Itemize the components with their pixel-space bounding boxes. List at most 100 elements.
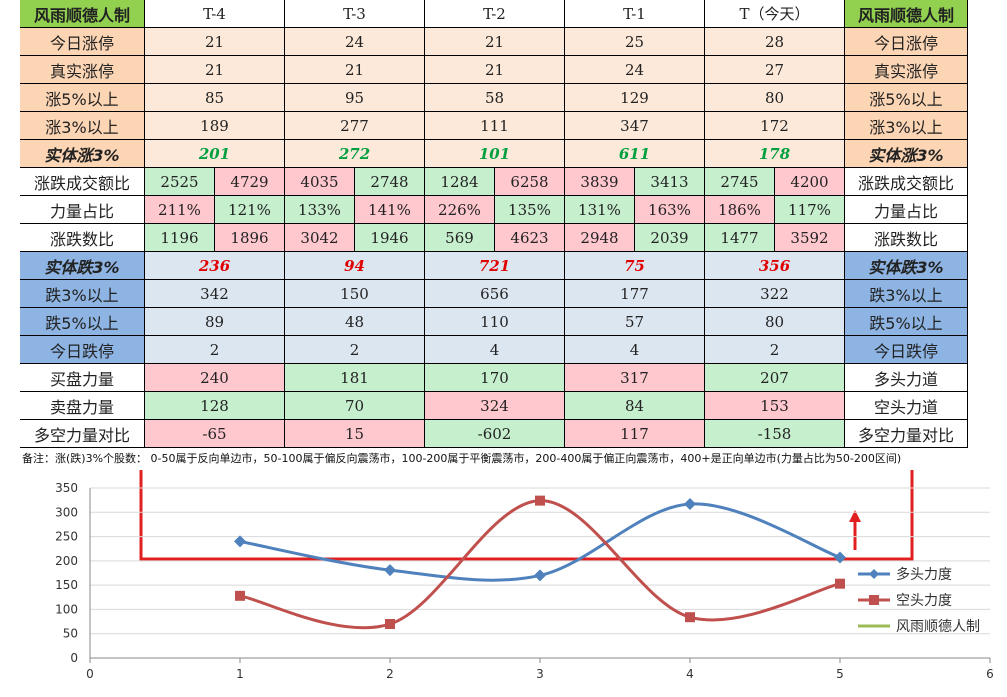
cell: 空头力道 xyxy=(845,392,968,420)
cell: 21 xyxy=(425,28,565,56)
y-tick-label: 0 xyxy=(70,651,78,665)
cell: 170 xyxy=(425,364,565,392)
cell: 卖盘力量 xyxy=(20,392,145,420)
cell: 4623 xyxy=(495,224,565,252)
cell: 178 xyxy=(705,140,845,168)
cell: 21 xyxy=(145,28,285,56)
cell: -602 xyxy=(425,420,565,448)
cell: T-3 xyxy=(285,0,425,28)
x-tick-label: 3 xyxy=(536,667,544,681)
cell: 721 xyxy=(425,252,565,280)
cell: 3413 xyxy=(635,168,705,196)
cell: T（今天） xyxy=(705,0,845,28)
x-tick-label: 5 xyxy=(836,667,844,681)
cell: 3042 xyxy=(285,224,355,252)
cell: 多头力道 xyxy=(845,364,968,392)
chart: 0 50 100 150 200 250 300 350 0 1 2 3 4 5 6 多头力度空头力度风雨顺德… xyxy=(55,470,994,681)
cell: 89 xyxy=(145,308,285,336)
cell: 2 xyxy=(145,336,285,364)
cell: 131% xyxy=(565,196,635,224)
cell: 27 xyxy=(705,56,845,84)
cell: 24 xyxy=(285,28,425,56)
cell: 129 xyxy=(565,84,705,112)
cell: 163% xyxy=(635,196,705,224)
cell: 实体跌3% xyxy=(20,252,145,280)
table: 风雨顺德人制 T-4 T-3 T-2 T-1 T（今天） 风雨顺德人制 今日涨停 21 24 21 2… xyxy=(20,0,968,448)
x-tick-label: 2 xyxy=(386,667,394,681)
cell: 84 xyxy=(565,392,705,420)
marker xyxy=(685,612,695,623)
y-tick-label: 350 xyxy=(55,481,78,495)
cell: 1284 xyxy=(425,168,495,196)
cell: 风雨顺德人制 xyxy=(845,0,968,28)
y-tick-label: 300 xyxy=(55,505,78,519)
cell: 实体涨3% xyxy=(20,140,145,168)
cell: 6258 xyxy=(495,168,565,196)
cell: 涨跌数比 xyxy=(20,224,145,252)
cell: 2948 xyxy=(565,224,635,252)
cell: 211% xyxy=(145,196,215,224)
cell: -65 xyxy=(145,420,285,448)
cell: 117 xyxy=(565,420,705,448)
cell: 4 xyxy=(565,336,705,364)
y-tick-label: 100 xyxy=(55,602,78,616)
cell: 656 xyxy=(425,280,565,308)
cell: 342 xyxy=(145,280,285,308)
cell: 2525 xyxy=(145,168,215,196)
cell: 207 xyxy=(705,364,845,392)
cell: 24 xyxy=(565,56,705,84)
legend-marker xyxy=(869,595,879,605)
cell: 跌5%以上 xyxy=(20,308,145,336)
legend-label: 风雨顺德人制 xyxy=(896,619,980,635)
cell: 2745 xyxy=(705,168,775,196)
cell: T-1 xyxy=(565,0,705,28)
y-tick-label: 50 xyxy=(63,627,78,641)
marker xyxy=(235,590,245,601)
cell: -158 xyxy=(705,420,845,448)
cell: 多空力量对比 xyxy=(20,420,145,448)
cell: 力量占比 xyxy=(845,196,968,224)
cell: 57 xyxy=(565,308,705,336)
cell: 涨5%以上 xyxy=(20,84,145,112)
cell: 21 xyxy=(285,56,425,84)
cell: 85 xyxy=(145,84,285,112)
cell: 实体涨3% xyxy=(845,140,968,168)
cell: 172 xyxy=(705,112,845,140)
series-line xyxy=(239,502,841,582)
cell: 48 xyxy=(285,308,425,336)
cell: 95 xyxy=(285,84,425,112)
cell: 121% xyxy=(215,196,285,224)
cell: 111 xyxy=(425,112,565,140)
cell: 201 xyxy=(145,140,285,168)
y-tick-label: 200 xyxy=(55,554,78,568)
marker xyxy=(234,535,246,548)
marker xyxy=(834,551,846,564)
cell: 94 xyxy=(285,252,425,280)
x-tick-label: 0 xyxy=(86,667,94,681)
cell: 4 xyxy=(425,336,565,364)
cell: 356 xyxy=(705,252,845,280)
y-tick-label: 150 xyxy=(55,578,78,592)
cell: 189 xyxy=(145,112,285,140)
marker xyxy=(835,578,845,589)
x-tick-label: 1 xyxy=(236,667,244,681)
cell: 110 xyxy=(425,308,565,336)
cell: 买盘力量 xyxy=(20,364,145,392)
cell: 多空力量对比 xyxy=(845,420,968,448)
cell: 128 xyxy=(145,392,285,420)
cell: 涨3%以上 xyxy=(20,112,145,140)
cell: 1477 xyxy=(705,224,775,252)
marker xyxy=(534,569,546,582)
cell: 涨跌成交额比 xyxy=(845,168,968,196)
cell: 今日涨停 xyxy=(20,28,145,56)
cell: 15 xyxy=(285,420,425,448)
cell: 力量占比 xyxy=(20,196,145,224)
cell: 涨跌成交额比 xyxy=(20,168,145,196)
cell: 25 xyxy=(565,28,705,56)
cell: 135% xyxy=(495,196,565,224)
cell: 181 xyxy=(285,364,425,392)
cell: 涨3%以上 xyxy=(845,112,968,140)
cell: 3592 xyxy=(775,224,845,252)
cell: 101 xyxy=(425,140,565,168)
cell: 2748 xyxy=(355,168,425,196)
